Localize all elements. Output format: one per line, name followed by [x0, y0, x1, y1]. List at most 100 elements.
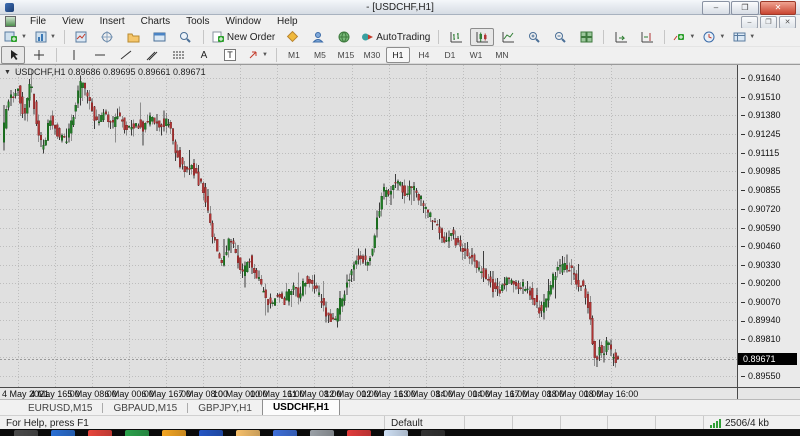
vertical-line-button[interactable]: [62, 46, 86, 64]
timeframe-m5-button[interactable]: M5: [314, 50, 326, 60]
taskbar-app-icon[interactable]: [14, 430, 38, 436]
chart-tab-gbpjpy-h1[interactable]: GBPJPY,H1: [198, 402, 252, 414]
text-tool-button[interactable]: A: [192, 46, 216, 64]
crosshair-button[interactable]: [27, 46, 51, 64]
market-watch-button[interactable]: [70, 28, 94, 46]
chevron-down-icon: ▼: [49, 34, 56, 40]
status-bar: For Help, press F1 Default 2506/4 kb: [0, 415, 800, 430]
taskbar-app-icon[interactable]: [199, 430, 223, 436]
navigator-button[interactable]: [122, 28, 146, 46]
menu-file[interactable]: File: [30, 16, 47, 27]
zoom-in-button[interactable]: [522, 28, 546, 46]
time-tick-label: 11 May 08:00: [287, 389, 342, 399]
taskbar-app-icon[interactable]: [162, 430, 186, 436]
fibonacci-button[interactable]: [166, 46, 190, 64]
channel-button[interactable]: [140, 46, 164, 64]
indicators-button[interactable]: ▼: [670, 28, 698, 46]
arrows-button[interactable]: ▼: [244, 46, 271, 64]
timeframe-m15-button[interactable]: M15: [337, 50, 355, 60]
timeframe-h1-button[interactable]: H1: [385, 47, 410, 63]
profiles-button[interactable]: ▼: [32, 28, 59, 46]
timeframe-mn-button[interactable]: MN: [495, 50, 509, 60]
price-tick-label: 0.90330: [741, 260, 781, 270]
status-segment: [656, 416, 704, 430]
chart-tab-eurusd-m15[interactable]: EURUSD,M15: [28, 402, 93, 414]
chart-tab-usdchf-h1[interactable]: USDCHF,H1: [261, 399, 341, 415]
periods-button[interactable]: ▼: [700, 28, 728, 46]
candlestick-chart-button[interactable]: [470, 28, 495, 46]
restore-button[interactable]: ❐: [731, 1, 759, 15]
mdi-close-button[interactable]: ✕: [779, 16, 796, 29]
taskbar-app-icon[interactable]: [347, 430, 371, 436]
chevron-down-icon: ▼: [689, 34, 696, 40]
time-tick-label: 4 May 2021: [2, 389, 50, 399]
community-button[interactable]: [332, 28, 356, 46]
tile-windows-icon: [580, 31, 593, 43]
auto-scroll-icon: [615, 32, 627, 43]
cursor-button[interactable]: [1, 46, 25, 64]
menu-tools[interactable]: Tools: [186, 16, 210, 27]
time-tick-label: 17 May 08:00: [509, 389, 565, 399]
timeframe-w1-button[interactable]: W1: [469, 50, 483, 60]
terminal-button[interactable]: [148, 28, 172, 46]
tile-windows-button[interactable]: [574, 28, 598, 46]
mdi-minimize-button[interactable]: –: [741, 16, 758, 29]
taskbar-app-icon[interactable]: [273, 430, 297, 436]
timeframe-m1-button[interactable]: M1: [288, 50, 300, 60]
taskbar-app-icon[interactable]: [125, 430, 149, 436]
app-icon: [5, 2, 14, 12]
taskbar-app-icon[interactable]: [88, 430, 112, 436]
horizontal-line-button[interactable]: [88, 46, 112, 64]
symbol-ohlc-text: USDCHF,H1 0.89686 0.89695 0.89661 0.8967…: [14, 67, 206, 77]
chart-tab-gbpaud-m15[interactable]: GBPAUD,M15: [113, 402, 178, 414]
toolbar-separator: [56, 48, 57, 62]
cursor-icon: [10, 50, 18, 60]
chart-shift-button[interactable]: [635, 28, 659, 46]
plot-area[interactable]: ▼ USDCHF,H1 0.89686 0.89695 0.89661 0.89…: [0, 65, 737, 387]
price-axis[interactable]: 0.91640 0.91510 0.91380 0.91245 0.91115 0.909…: [737, 65, 800, 387]
taskbar-app-icon[interactable]: [384, 430, 408, 436]
menu-charts[interactable]: Charts: [140, 16, 171, 27]
trendline-button[interactable]: [114, 46, 138, 64]
chevron-down-icon: ▼: [21, 34, 27, 40]
menu-view[interactable]: View: [62, 16, 84, 27]
time-axis[interactable]: 4 May 2021 4 May 16:00 5 May 08:00 6 May 00…: [0, 387, 737, 401]
zoom-out-icon: [554, 32, 566, 43]
text-label-button[interactable]: T: [218, 46, 242, 64]
timeframe-m30-button[interactable]: M30: [363, 50, 381, 60]
taskbar-app-icon[interactable]: [421, 430, 445, 436]
auto-scroll-button[interactable]: [609, 28, 633, 46]
templates-button[interactable]: ▼: [730, 28, 758, 46]
line-chart-button[interactable]: [496, 28, 520, 46]
menu-insert[interactable]: Insert: [99, 16, 125, 27]
tab-divider: [187, 403, 189, 413]
metaeditor-button[interactable]: [280, 28, 304, 46]
taskbar-app-icon[interactable]: [310, 430, 334, 436]
status-profile[interactable]: Default: [385, 416, 465, 430]
experts-button[interactable]: [306, 28, 330, 46]
zoom-in-icon: [528, 32, 540, 43]
new-order-label: New Order: [226, 31, 276, 43]
close-button[interactable]: ✕: [760, 1, 796, 15]
timeframe-d1-button[interactable]: D1: [444, 50, 456, 60]
taskbar-app-icon[interactable]: [236, 430, 260, 436]
menu-help[interactable]: Help: [277, 16, 298, 27]
windows-taskbar[interactable]: [0, 429, 800, 436]
price-tick-label: 0.90590: [741, 223, 781, 233]
templates-icon: [733, 32, 746, 42]
new-chart-button[interactable]: ▼: [1, 28, 30, 46]
data-window-button[interactable]: [96, 28, 120, 46]
taskbar-app-icon[interactable]: [51, 430, 75, 436]
data-window-icon: [101, 31, 114, 43]
strategy-tester-button[interactable]: [174, 28, 198, 46]
bars-chart-button[interactable]: [444, 28, 468, 46]
autotrading-button[interactable]: AutoTrading: [358, 28, 433, 46]
new-order-button[interactable]: New Order: [209, 28, 278, 46]
time-tick-label: 10 May 16:00: [250, 389, 305, 399]
indicators-icon: [673, 34, 685, 41]
new-order-icon: [212, 31, 224, 43]
menu-window[interactable]: Window: [225, 16, 262, 27]
zoom-out-button[interactable]: [548, 28, 572, 46]
timeframe-h4-button[interactable]: H4: [418, 50, 430, 60]
minimize-button[interactable]: –: [702, 1, 730, 15]
